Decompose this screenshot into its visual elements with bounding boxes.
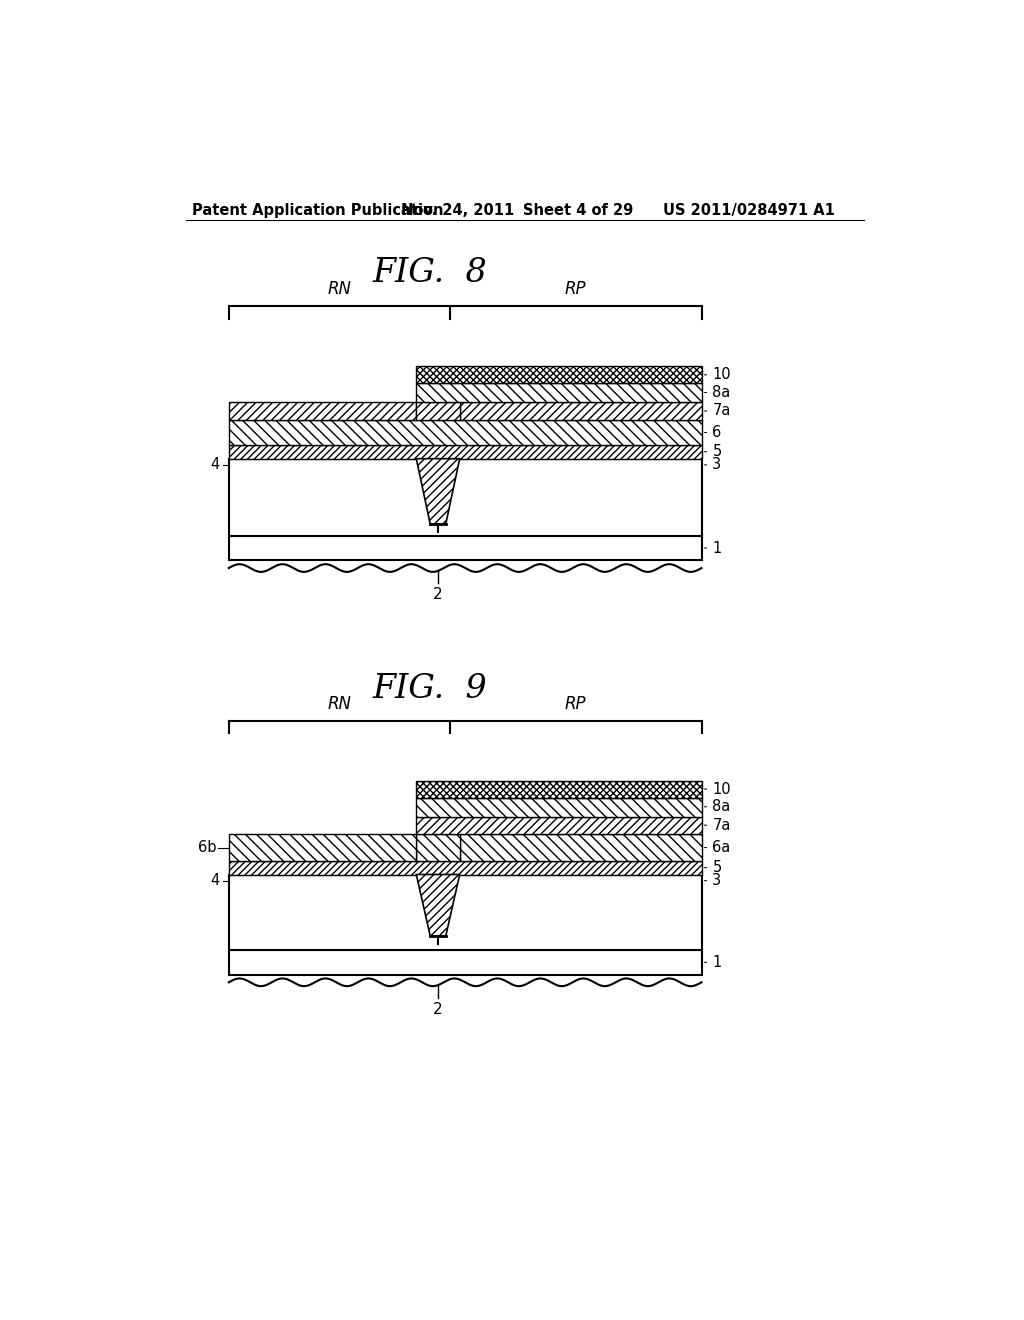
Polygon shape (417, 459, 460, 524)
Text: Nov. 24, 2011: Nov. 24, 2011 (400, 203, 514, 218)
Text: Patent Application Publication: Patent Application Publication (191, 203, 443, 218)
Text: 6: 6 (713, 425, 722, 440)
Text: RP: RP (565, 280, 587, 298)
Bar (228, 445, 701, 459)
Bar (228, 834, 417, 861)
Bar (417, 401, 460, 420)
Text: RN: RN (328, 694, 351, 713)
Text: 1: 1 (713, 540, 722, 556)
Bar (228, 420, 701, 445)
Text: 4: 4 (210, 873, 219, 888)
Text: 1: 1 (713, 954, 722, 970)
Text: 7a: 7a (713, 817, 731, 833)
Bar (228, 950, 701, 974)
Text: 2: 2 (433, 1002, 442, 1016)
Text: 7a: 7a (713, 404, 731, 418)
Bar (228, 459, 701, 536)
Text: 3: 3 (713, 873, 722, 888)
Text: Sheet 4 of 29: Sheet 4 of 29 (523, 203, 634, 218)
Bar (417, 797, 701, 817)
Text: 8a: 8a (713, 799, 730, 814)
Bar (417, 366, 701, 383)
Bar (417, 780, 701, 797)
Text: 10: 10 (713, 367, 731, 383)
Text: RN: RN (328, 280, 351, 298)
Text: 2: 2 (433, 587, 442, 602)
Text: US 2011/0284971 A1: US 2011/0284971 A1 (663, 203, 835, 218)
Text: 10: 10 (713, 781, 731, 796)
Bar (417, 834, 460, 861)
Bar (228, 536, 701, 561)
Text: 5: 5 (713, 861, 722, 875)
Bar (417, 383, 701, 401)
Bar (417, 817, 701, 834)
Polygon shape (417, 875, 460, 936)
Text: FIG.  8: FIG. 8 (373, 257, 487, 289)
Bar (228, 401, 417, 420)
Bar (460, 834, 701, 861)
Text: FIG.  9: FIG. 9 (373, 673, 487, 705)
Bar (228, 875, 701, 950)
Bar (228, 861, 701, 875)
Text: 4: 4 (210, 457, 219, 473)
Text: 8a: 8a (713, 385, 730, 400)
Text: 5: 5 (713, 445, 722, 459)
Text: RP: RP (565, 694, 587, 713)
Text: 3: 3 (713, 457, 722, 473)
Text: 6a: 6a (713, 840, 730, 855)
Bar (460, 401, 701, 420)
Text: 6b: 6b (198, 840, 216, 855)
